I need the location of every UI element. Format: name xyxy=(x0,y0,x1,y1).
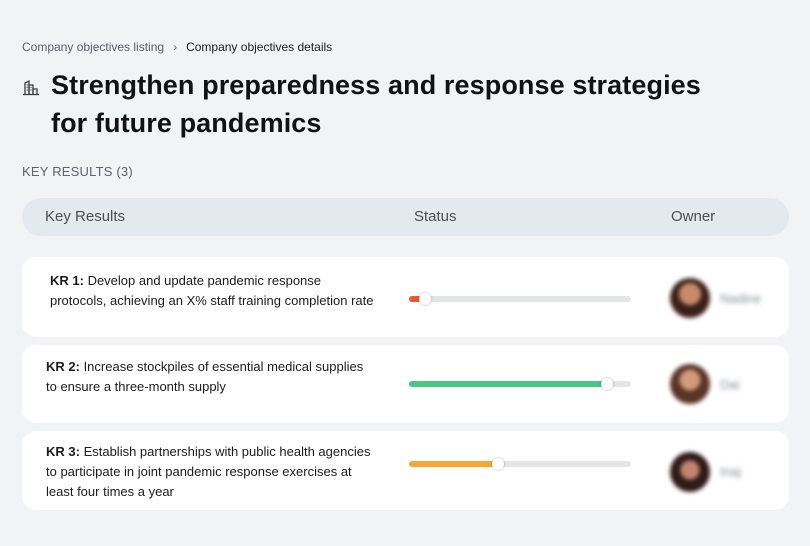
progress-fill xyxy=(409,296,425,302)
key-result-id: KR 1: xyxy=(50,273,84,288)
progress-fill xyxy=(409,381,607,387)
key-result-row[interactable]: KR 3: Establish partnerships with public… xyxy=(22,431,789,510)
progress-handle[interactable] xyxy=(491,458,504,470)
key-result-description: KR 1: Develop and update pandemic respon… xyxy=(50,271,380,311)
owner-name[interactable]: Inaj xyxy=(720,464,741,479)
page-title: Strengthen preparedness and response str… xyxy=(51,70,701,138)
breadcrumb-objectives-listing-link[interactable]: Company objectives listing xyxy=(22,40,165,54)
table-header: Key Results Status Owner xyxy=(22,198,789,236)
avatar[interactable] xyxy=(670,364,710,404)
progress-handle[interactable] xyxy=(418,293,431,305)
key-result-row[interactable]: KR 2: Increase stockpiles of essential m… xyxy=(22,345,789,423)
chevron-right-icon: › xyxy=(173,40,178,54)
key-result-description: KR 2: Increase stockpiles of essential m… xyxy=(46,357,376,397)
column-header-status: Status xyxy=(414,208,457,225)
breadcrumb: Company objectives listing › Company obj… xyxy=(22,40,332,54)
avatar[interactable] xyxy=(670,278,710,318)
key-result-row[interactable]: KR 1: Develop and update pandemic respon… xyxy=(22,257,789,337)
column-header-owner: Owner xyxy=(671,208,716,225)
key-result-progress-bar[interactable] xyxy=(409,458,631,470)
progress-fill xyxy=(409,461,498,467)
owner-name[interactable]: Nadine xyxy=(720,291,762,306)
column-header-key-results: Key Results xyxy=(45,208,126,225)
owner-name[interactable]: Dai xyxy=(720,377,740,392)
key-results-count-label: KEY RESULTS (3) xyxy=(22,164,133,179)
breadcrumb-current: Company objectives details xyxy=(186,40,333,54)
key-result-id: KR 3: xyxy=(46,444,80,459)
building-icon xyxy=(23,79,39,96)
key-result-text: Increase stockpiles of essential medical… xyxy=(46,359,364,394)
key-result-text: Develop and update pandemic response pro… xyxy=(50,273,374,308)
key-result-description: KR 3: Establish partnerships with public… xyxy=(46,442,376,502)
key-result-progress-bar[interactable] xyxy=(409,378,631,390)
avatar[interactable] xyxy=(670,452,710,492)
key-result-progress-bar[interactable] xyxy=(409,293,631,305)
key-result-id: KR 2: xyxy=(46,359,80,374)
progress-handle[interactable] xyxy=(600,378,613,390)
key-result-text: Establish partnerships with public healt… xyxy=(46,444,371,499)
objective-header: Strengthen preparedness and response str… xyxy=(22,66,742,142)
